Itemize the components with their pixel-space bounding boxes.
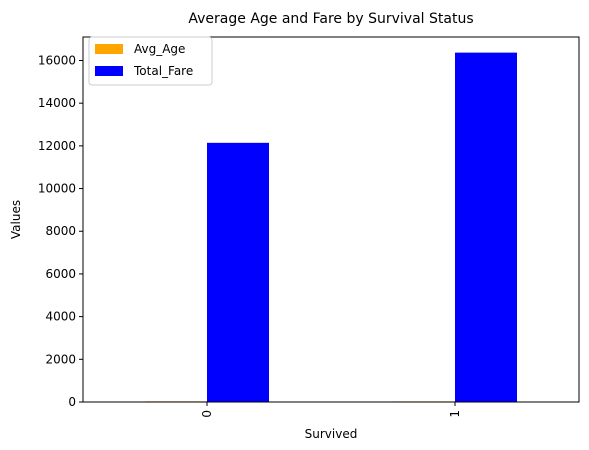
plot-frame — [82, 36, 580, 403]
chart-title: Average Age and Fare by Survival Status — [188, 11, 473, 27]
bar-total-fare-1 — [455, 52, 517, 402]
y-tick-label-14000: 14000 — [38, 96, 76, 110]
legend-label-total-fare: Total_Fare — [133, 64, 193, 78]
x-tick-label-1: 1 — [448, 410, 462, 418]
y-tick-label-10000: 10000 — [38, 182, 76, 196]
y-tick-label-16000: 16000 — [38, 53, 76, 67]
bars-layer — [145, 52, 517, 402]
bar-total-fare-0 — [207, 142, 269, 402]
y-tick-label-2000: 2000 — [45, 352, 76, 366]
y-tick-label-0: 0 — [68, 395, 76, 409]
x-axis-label: Survived — [305, 427, 358, 441]
legend-swatch-total-fare — [95, 66, 123, 76]
y-tick-label-4000: 4000 — [45, 310, 76, 324]
legend-label-avg-age: Avg_Age — [134, 42, 185, 56]
legend-swatch-avg-age — [95, 44, 123, 54]
y-tick-label-6000: 6000 — [45, 267, 76, 281]
y-tick-label-8000: 8000 — [45, 224, 76, 238]
x-tick-label-0: 0 — [200, 410, 214, 418]
y-axis-ticks: 0 2000 4000 6000 8000 10000 12000 14000 16000 — [38, 53, 83, 409]
y-tick-label-12000: 12000 — [38, 139, 76, 153]
legend: Avg_Age Total_Fare — [88, 36, 213, 86]
y-axis-label: Values — [9, 200, 23, 239]
